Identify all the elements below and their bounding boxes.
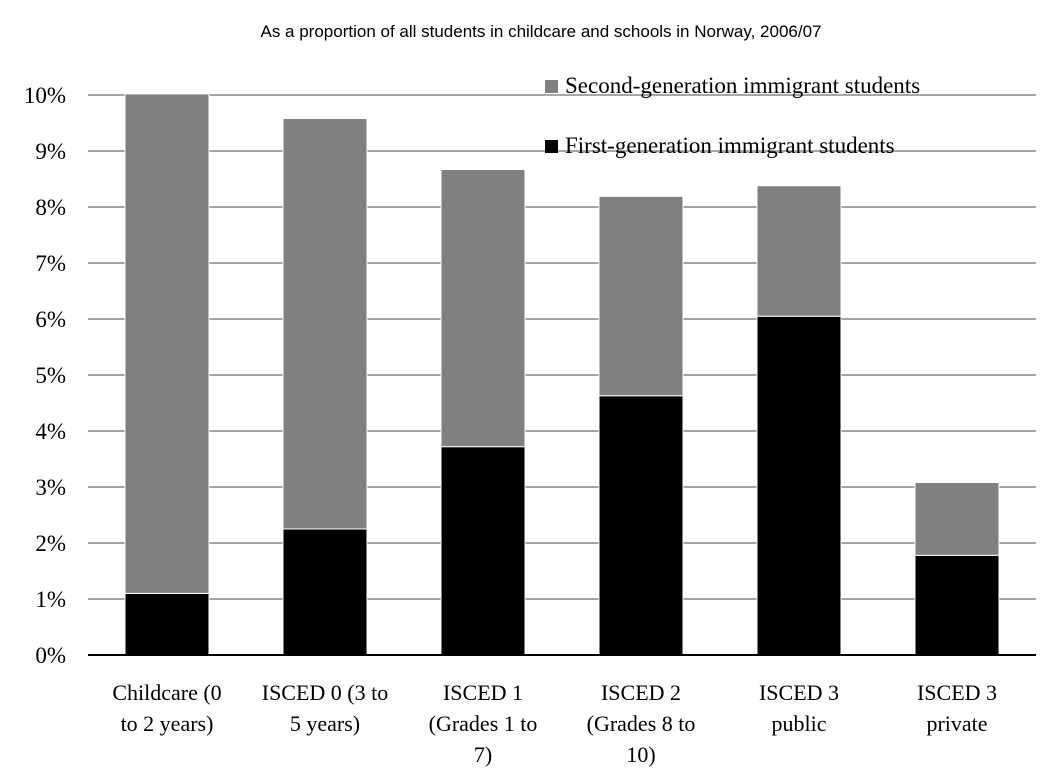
x-category-label: ISCED 1 (443, 680, 523, 705)
y-tick-label: 10% (24, 83, 66, 108)
y-tick-label: 3% (35, 475, 66, 500)
legend-swatch (545, 140, 558, 153)
x-category-label: 5 years) (290, 711, 360, 736)
y-tick-label: 8% (35, 195, 66, 220)
x-category-label: 10) (626, 742, 655, 767)
x-category-label: ISCED 2 (601, 680, 681, 705)
y-tick-label: 5% (35, 363, 66, 388)
legend-label: Second-generation immigrant students (565, 73, 920, 98)
y-tick-label: 1% (35, 587, 66, 612)
bar-second-generation (598, 195, 684, 397)
x-category-label: ISCED 3 (917, 680, 997, 705)
bar-first-generation (914, 554, 1000, 656)
x-category-label: to 2 years) (121, 711, 214, 736)
x-category-label: Childcare (0 (112, 680, 221, 705)
y-axis-tick-labels: 0% 1% 2% 3% 4% 5% 6% 7% 8% 9% 10% (24, 83, 66, 668)
bar-first-generation (598, 395, 684, 656)
bar-second-generation (914, 482, 1000, 556)
x-category-label: 7) (474, 742, 492, 767)
bar-second-generation (124, 93, 210, 594)
bar-second-generation (282, 118, 368, 530)
y-tick-label: 6% (35, 307, 66, 332)
legend-swatch (545, 80, 558, 93)
x-axis-category-labels: Childcare (0 to 2 years) ISCED 0 (3 to 5 ye… (112, 680, 997, 767)
y-tick-label: 7% (35, 251, 66, 276)
bar-second-generation (756, 185, 842, 317)
legend: Second-generation immigrant students Firs… (545, 73, 920, 158)
x-category-label: (Grades 1 to (429, 711, 538, 736)
y-tick-label: 2% (35, 531, 66, 556)
gridlines (88, 94, 1036, 600)
bar-first-generation (282, 528, 368, 656)
bar-first-generation (124, 592, 210, 656)
x-category-label: (Grades 8 to (587, 711, 696, 736)
bar-first-generation (440, 446, 526, 656)
chart-title: As a proportion of all students in child… (260, 22, 821, 41)
x-category-label: public (772, 711, 827, 736)
bar-second-generation (440, 168, 526, 448)
x-category-label: private (926, 711, 987, 736)
x-category-label: ISCED 0 (3 to (262, 680, 389, 705)
y-tick-label: 0% (35, 643, 66, 668)
y-tick-label: 9% (35, 139, 66, 164)
bars (124, 93, 1000, 656)
bar-first-generation (756, 315, 842, 656)
y-tick-label: 4% (35, 419, 66, 444)
x-category-label: ISCED 3 (759, 680, 839, 705)
legend-label: First-generation immigrant students (565, 133, 895, 158)
